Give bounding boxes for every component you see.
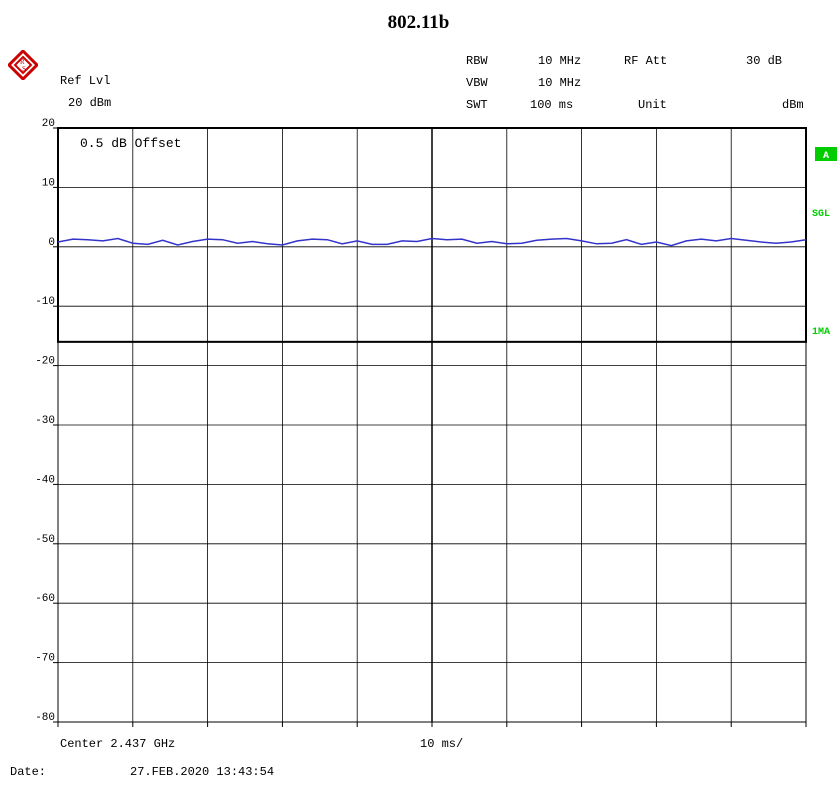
y-tick-label: 20 [42, 118, 55, 130]
offset-note: 0.5 dB Offset [80, 136, 181, 151]
sgl-indicator: SGL [812, 209, 830, 220]
y-tick-label: -80 [35, 712, 55, 724]
y-tick-label: -30 [35, 415, 55, 427]
trace-a-badge: A [823, 151, 829, 162]
rf-att-value: 30 dB [746, 54, 783, 68]
plot-grid [53, 127, 807, 727]
svg-text:R: R [20, 58, 25, 66]
svg-text:S: S [22, 65, 26, 73]
detector-1ma-indicator: 1MA [812, 327, 830, 338]
swt-label: SWT [466, 98, 488, 112]
unit-value: dBm [782, 98, 804, 112]
vbw-label: VBW [466, 76, 488, 90]
chart-title: 802.11b [387, 12, 450, 33]
y-tick-label: 0 [48, 237, 55, 249]
y-tick-label: -20 [35, 356, 55, 368]
sweep-per-division: 10 ms/ [420, 737, 464, 751]
y-tick-label: 10 [42, 177, 55, 189]
y-tick-label: -10 [35, 296, 55, 308]
vbw-value: 10 MHz [538, 76, 582, 90]
rf-att-label: RF Att [624, 54, 668, 68]
rbw-value: 10 MHz [538, 54, 582, 68]
center-frequency: Center 2.437 GHz [60, 737, 176, 751]
y-tick-label: -70 [35, 653, 55, 665]
y-tick-labels: 20 10 0 -10 -20 -30 -40 -50 -60 -70 -80 [35, 118, 55, 724]
side-indicators: A SGL 1MA [812, 147, 837, 338]
y-tick-label: -40 [35, 474, 55, 486]
trace-a-badge-background [815, 147, 837, 161]
date-value: 27.FEB.2020 13:43:54 [130, 765, 275, 779]
ref-lvl-label: Ref Lvl [60, 74, 111, 88]
rohde-schwarz-logo-icon: R S [8, 50, 38, 80]
unit-label: Unit [638, 98, 667, 112]
date-label: Date: [10, 765, 47, 779]
y-tick-label: -50 [35, 534, 55, 546]
y-tick-label: -60 [35, 593, 55, 605]
rbw-label: RBW [466, 54, 488, 68]
swt-value: 100 ms [530, 98, 574, 112]
ref-lvl-value: 20 dBm [68, 96, 112, 110]
trace-line [57, 237, 807, 247]
